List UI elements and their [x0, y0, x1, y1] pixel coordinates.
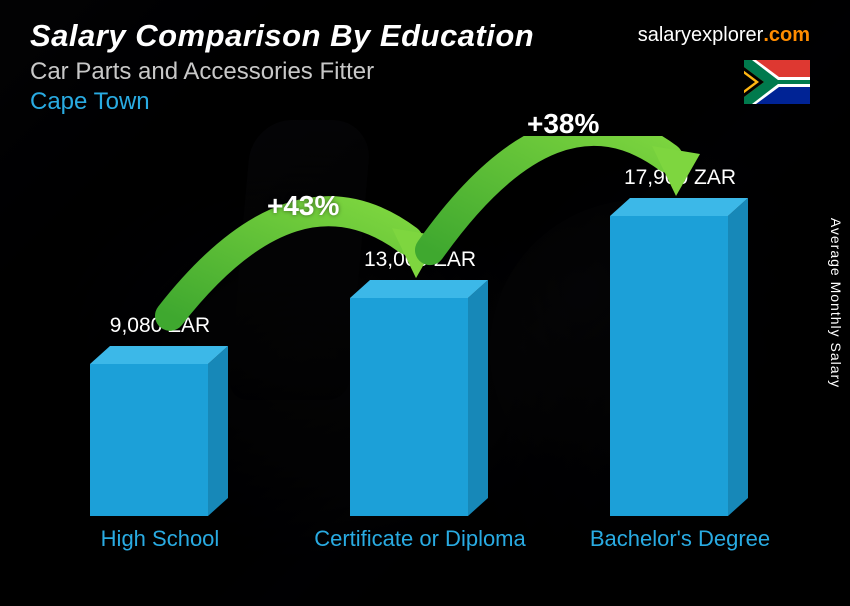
bar-category-label: Certificate or Diploma: [310, 526, 530, 551]
brand-suffix: .com: [763, 24, 810, 46]
brand-name: salaryexplorer: [638, 24, 764, 46]
page-subtitle: Car Parts and Accessories Fitter: [30, 58, 820, 86]
increase-badge: +43%: [267, 190, 339, 222]
header: Salary Comparison By Education Car Parts…: [30, 18, 820, 116]
brand-logo: salaryexplorer.com: [638, 24, 810, 47]
country-flag-icon: [744, 60, 810, 104]
bar-chart: 9,080 ZARHigh School13,000 ZARCertificat…: [60, 136, 790, 576]
bar-value-label: 13,000 ZAR: [320, 248, 520, 272]
bar-1: 13,000 ZARCertificate or Diploma: [350, 280, 490, 516]
content-layer: Salary Comparison By Education Car Parts…: [0, 0, 850, 606]
bar-value-label: 9,080 ZAR: [60, 314, 260, 338]
bar-2: 17,900 ZARBachelor's Degree: [610, 198, 750, 516]
location-label: Cape Town: [30, 88, 820, 116]
bar-value-label: 17,900 ZAR: [580, 166, 780, 190]
bar-0: 9,080 ZARHigh School: [90, 346, 230, 516]
y-axis-label: Average Monthly Salary: [828, 218, 844, 388]
bar-category-label: High School: [50, 526, 270, 551]
bar-category-label: Bachelor's Degree: [570, 526, 790, 551]
increase-badge: +38%: [527, 108, 599, 140]
